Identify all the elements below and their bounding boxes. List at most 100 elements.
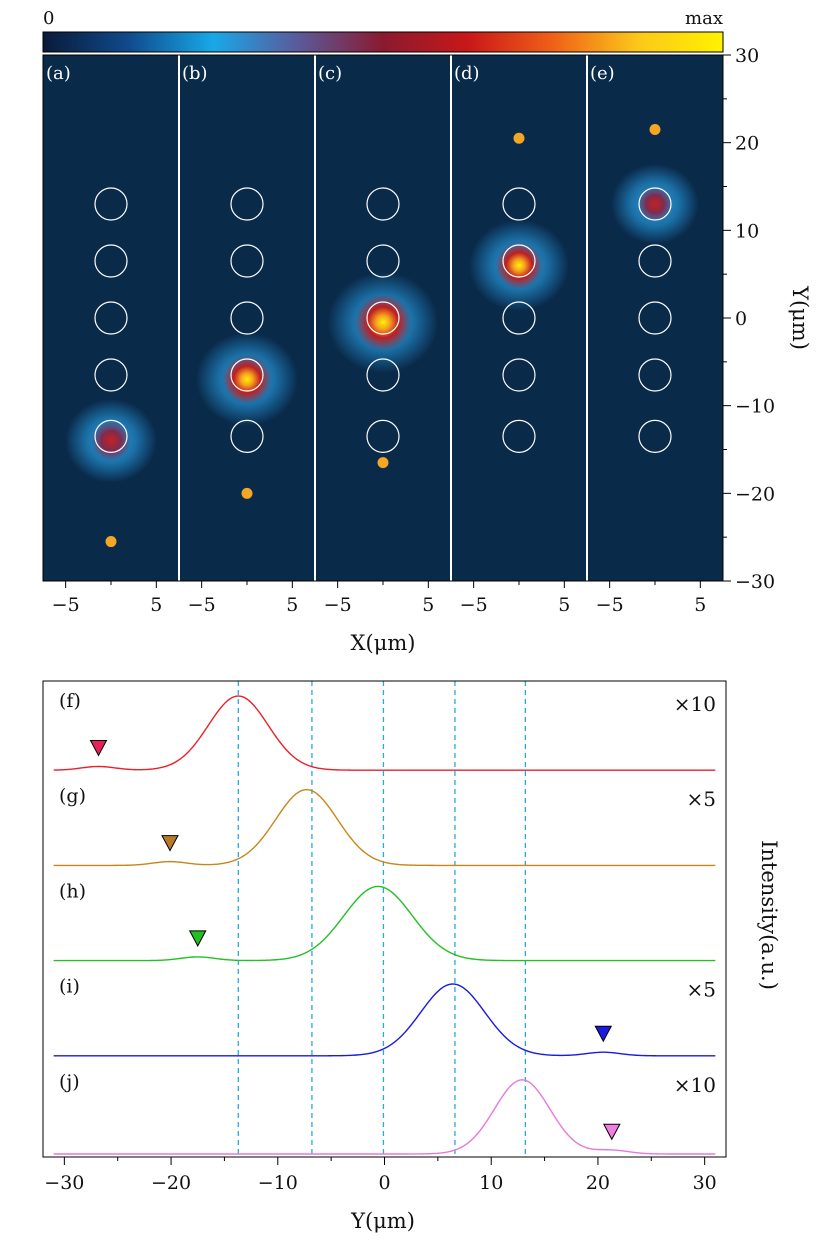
trap-circle xyxy=(366,358,400,392)
profile-marker xyxy=(188,930,207,947)
series-scale: ×10 xyxy=(674,692,716,716)
spot-core xyxy=(91,420,131,461)
trap-circle xyxy=(638,419,672,453)
x-tick-label: −20 xyxy=(151,1172,191,1194)
profile-line xyxy=(53,1079,716,1155)
trap-circle xyxy=(94,187,128,221)
trap-circle xyxy=(94,244,128,278)
trap-circle xyxy=(94,358,128,392)
colorbar-gradient xyxy=(42,31,724,53)
x-tick-label: 0 xyxy=(378,1172,390,1194)
trap-circle xyxy=(230,358,264,392)
trap-circle xyxy=(366,301,400,335)
trap-circle xyxy=(366,419,400,453)
trap-circle xyxy=(230,419,264,453)
panel-label: (d) xyxy=(454,63,480,84)
spot-core xyxy=(355,294,411,351)
spot-core xyxy=(222,354,272,404)
x-tick-label: 5 xyxy=(150,594,162,616)
trap-circle xyxy=(230,187,264,221)
panel-background xyxy=(43,55,179,581)
x-tick-label: 5 xyxy=(286,594,298,616)
trap-circle xyxy=(230,244,264,278)
colorbar-max-label: max xyxy=(685,8,723,29)
profile-series: (i) ×5 xyxy=(53,976,716,1057)
x-tick-label: −10 xyxy=(258,1172,298,1194)
trap-circle xyxy=(502,187,536,221)
image-panel: (a) xyxy=(43,55,179,581)
panel-x-axis: −5 5 −5 5 −5 5 −5 5 −5 5 xyxy=(52,581,706,616)
marker-dot xyxy=(241,487,253,499)
trap-circle xyxy=(94,301,128,335)
y-tick-label: 20 xyxy=(735,133,759,155)
x-tick-label: −5 xyxy=(52,594,80,616)
marker-dot xyxy=(513,132,525,144)
y-tick-label: 0 xyxy=(735,308,747,330)
x-tick-label: −5 xyxy=(460,594,488,616)
colorbar: 0 max xyxy=(42,8,724,53)
x-tick-label: −30 xyxy=(44,1172,84,1194)
series-label: (f) xyxy=(59,690,81,712)
series-label: (g) xyxy=(59,785,86,807)
trap-circle xyxy=(502,244,536,278)
image-panel: (b) xyxy=(178,55,315,581)
marker-dot xyxy=(649,124,661,136)
trap-circle xyxy=(502,419,536,453)
profile-series: (f) ×10 xyxy=(53,690,716,771)
y-tick-label: −20 xyxy=(735,483,775,505)
panel-x-axis-title: X(μm) xyxy=(351,631,416,655)
profile-x-axis: −30 −20 −10 0 10 20 30 xyxy=(44,1157,717,1194)
x-tick-label: −5 xyxy=(324,594,352,616)
trap-circle xyxy=(366,187,400,221)
image-panel: (e) xyxy=(586,55,723,581)
trap-circle xyxy=(638,244,672,278)
series-label: (j) xyxy=(59,1071,80,1093)
series-scale: ×5 xyxy=(687,787,716,811)
x-tick-label: 30 xyxy=(693,1172,717,1194)
trap-circle xyxy=(502,358,536,392)
profile-line xyxy=(53,885,716,962)
spot-core xyxy=(636,185,674,223)
trap-circle xyxy=(638,187,672,221)
y-tick-label: 10 xyxy=(735,220,759,242)
profile-series: (h) xyxy=(53,880,716,962)
profile-marker xyxy=(161,835,179,852)
trap-circle xyxy=(366,244,400,278)
profile-marker xyxy=(594,1025,613,1043)
profile-line xyxy=(53,983,716,1057)
y-tick-label: −30 xyxy=(735,571,775,593)
panel-y-axis: 30 20 10 0 −10 −20 −30 xyxy=(723,45,775,593)
image-panel: (d) xyxy=(450,55,587,581)
x-tick-label: 20 xyxy=(586,1172,610,1194)
profile-plot-frame xyxy=(42,680,727,1158)
image-panel: (c) xyxy=(314,55,451,581)
profile-marker xyxy=(89,739,108,757)
y-tick-label: 30 xyxy=(735,45,759,67)
trap-circle xyxy=(638,358,672,392)
panel-label: (e) xyxy=(590,63,615,84)
profile-y-axis-title: Intensity(a.u.) xyxy=(757,840,781,990)
colorbar-min-label: 0 xyxy=(43,8,54,29)
profile-x-axis-title: Y(μm) xyxy=(350,1209,415,1233)
profile-series: (j) ×10 xyxy=(53,1071,716,1155)
profile-series: (g) ×5 xyxy=(53,785,716,867)
x-tick-label: 5 xyxy=(694,594,706,616)
x-tick-label: −5 xyxy=(188,594,216,616)
trap-circle xyxy=(94,419,128,453)
spot-core xyxy=(495,241,543,289)
panel-background xyxy=(587,55,723,581)
x-tick-label: 10 xyxy=(479,1172,503,1194)
series-label: (i) xyxy=(59,976,80,998)
profile-line xyxy=(53,695,716,771)
profile-line xyxy=(53,788,716,867)
panel-label: (c) xyxy=(318,63,342,84)
x-tick-label: −5 xyxy=(596,594,624,616)
panel-label: (b) xyxy=(182,63,208,84)
trap-circle xyxy=(230,301,264,335)
series-scale: ×5 xyxy=(687,978,716,1002)
profile-marker xyxy=(602,1123,621,1141)
panel-label: (a) xyxy=(46,63,71,84)
series-label: (h) xyxy=(59,880,86,902)
series-scale: ×10 xyxy=(674,1073,716,1097)
